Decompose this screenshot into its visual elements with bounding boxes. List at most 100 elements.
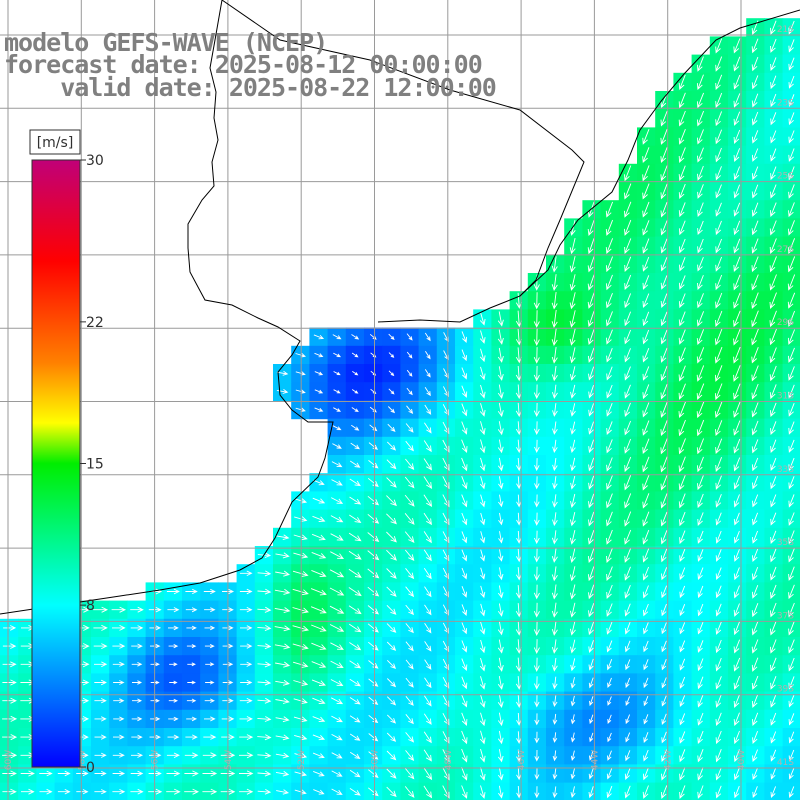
wind-arrow [313, 789, 325, 795]
wind-speed-cell [418, 782, 438, 800]
wind-arrow [751, 238, 759, 254]
wind-arrow [788, 347, 795, 363]
wind-arrow [770, 57, 777, 71]
wind-arrow [2, 788, 17, 795]
wind-arrow [203, 588, 216, 595]
wind-arrow [605, 201, 614, 218]
wind-arrow [587, 238, 595, 255]
wind-arrow [461, 567, 468, 580]
wind-arrow [570, 475, 576, 490]
wind-arrow [329, 587, 345, 596]
coastline-path [0, 0, 334, 615]
wind-arrow [516, 494, 522, 508]
wind-speed-cell [327, 782, 347, 800]
wind-arrow [405, 732, 415, 743]
wind-arrow [642, 147, 650, 164]
wind-arrow [184, 770, 199, 777]
wind-arrow [516, 785, 522, 799]
wind-arrow [295, 407, 306, 413]
wind-arrow [588, 602, 595, 618]
wind-arrow [788, 584, 795, 600]
wind-arrow [661, 749, 668, 762]
wind-arrow [130, 625, 144, 631]
wind-arrow [660, 147, 668, 164]
wind-arrow [386, 732, 397, 742]
colorbar: [m/s] 30 22 15 8 0 [29, 129, 104, 776]
wind-arrow [769, 365, 777, 382]
wind-arrow [788, 530, 795, 545]
wind-arrow [642, 493, 650, 509]
wind-arrow [606, 548, 613, 563]
wind-arrow [76, 789, 89, 795]
wind-arrow [733, 730, 740, 745]
wind-arrow [752, 712, 759, 726]
wind-arrow [166, 770, 181, 777]
wind-arrow [715, 220, 722, 236]
graticule-lat-label: 25S [777, 172, 794, 182]
wind-arrow [625, 659, 631, 671]
wind-arrow [274, 588, 291, 595]
wind-arrow [294, 498, 308, 504]
wind-arrow [607, 677, 612, 689]
wind-arrow [661, 713, 667, 725]
wind-arrow [388, 333, 395, 341]
wind-arrow [588, 421, 595, 435]
wind-arrow [624, 256, 632, 272]
wind-arrow [424, 604, 432, 616]
wind-arrow [770, 184, 777, 199]
wind-arrow [624, 183, 632, 200]
wind-arrow [533, 620, 540, 636]
wind-arrow [169, 680, 178, 685]
wind-arrow [424, 622, 432, 634]
wind-speed-cell [382, 782, 401, 800]
wind-arrow [588, 511, 595, 527]
wind-arrow [679, 713, 686, 726]
wind-arrow [406, 387, 413, 396]
wind-arrow [715, 639, 722, 654]
wind-arrow [166, 588, 180, 595]
wind-arrow [715, 310, 723, 327]
wind-arrow [733, 292, 741, 309]
wind-arrow [551, 566, 558, 582]
wind-arrow [642, 293, 650, 308]
wind-arrow [330, 679, 344, 686]
wind-arrow [294, 752, 308, 759]
graticule-lat-label: 27S [777, 245, 794, 255]
wind-arrow [205, 662, 215, 667]
wind-arrow [497, 621, 504, 636]
wind-arrow [276, 789, 290, 795]
wind-arrow [733, 56, 741, 72]
wind-arrow [552, 476, 558, 490]
wind-arrow [570, 732, 576, 743]
wind-arrow [533, 676, 540, 690]
wind-arrow [788, 621, 795, 636]
graticule-lat-label: 37S [777, 611, 794, 621]
wind-arrow [642, 438, 650, 455]
wind-arrow [570, 714, 576, 725]
wind-arrow [351, 389, 359, 394]
wind-arrow [660, 110, 668, 127]
wind-arrow [715, 475, 722, 490]
wind-arrow [479, 421, 486, 436]
wind-arrow [697, 275, 704, 290]
wind-arrow [642, 384, 650, 400]
wind-arrow [423, 749, 432, 762]
wind-arrow [186, 698, 197, 703]
wind-arrow [697, 202, 704, 217]
wind-arrow [605, 311, 613, 327]
wind-speed-cell [291, 782, 310, 800]
wind-arrow [642, 201, 650, 218]
wind-arrow [678, 329, 686, 345]
wind-arrow [479, 384, 486, 399]
wind-arrow [570, 695, 576, 707]
wind-arrow [131, 643, 143, 649]
wind-arrow [167, 734, 180, 740]
wind-arrow [479, 439, 486, 454]
wind-arrow [788, 130, 795, 144]
wind-arrow [312, 734, 326, 741]
wind-arrow [733, 365, 741, 382]
wind-arrow [479, 494, 486, 508]
wind-arrow [588, 677, 594, 689]
wind-arrow [369, 406, 377, 413]
wind-arrow [587, 274, 595, 291]
